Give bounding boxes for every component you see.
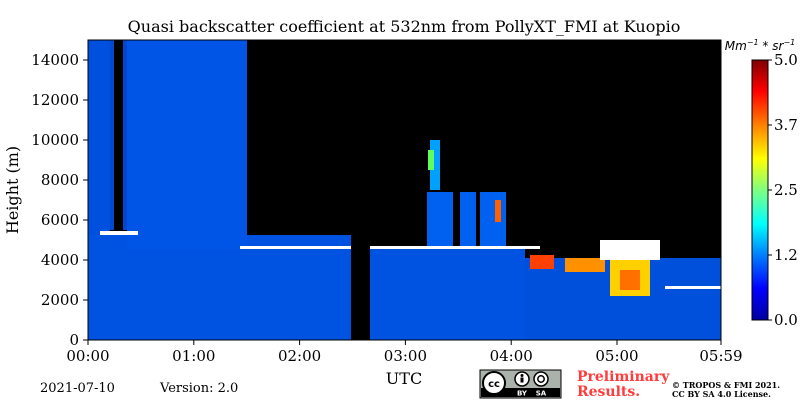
x-tick-label: 02:00: [278, 347, 321, 365]
colorbar-tick-label: 2.5: [774, 181, 798, 199]
y-tick-label: 0: [69, 331, 79, 349]
colorbar-tick-label: 3.7: [774, 116, 798, 134]
license-by-text: BY: [517, 390, 528, 398]
svg-text:cc: cc: [488, 379, 500, 390]
colorbar-tick-label: 0.0: [774, 311, 798, 329]
x-tick-label: 00:00: [66, 347, 109, 365]
heatmap-cell: [665, 286, 721, 289]
heatmap-cell: [460, 192, 476, 246]
y-tick-label: 14000: [31, 51, 79, 69]
heatmap-cell: [110, 40, 114, 230]
chart-title: Quasi backscatter coefficient at 532nm f…: [128, 17, 681, 36]
version-label: Version: 2.0: [159, 381, 238, 396]
heatmap-cell: [430, 140, 440, 190]
x-tick-label: 05:00: [595, 347, 638, 365]
heatmap-cell: [370, 248, 525, 340]
plot-frame: [87, 39, 722, 341]
heatmap-cell: [127, 40, 247, 235]
y-axis: 0 2000 4000 6000 8000 10000 12000 14000: [31, 51, 88, 349]
heatmap-cell: [480, 192, 506, 246]
copyright-line-1: © TROPOS & FMI 2021.: [672, 380, 780, 390]
heatmap-layer: [88, 40, 721, 340]
heatmap-cell: [620, 270, 640, 290]
x-tick-label: 04:00: [490, 347, 533, 365]
license-sa-text: SA: [536, 390, 547, 398]
heatmap-cell: [530, 255, 554, 269]
heatmap-cell: [123, 40, 127, 230]
x-tick-label: 03:00: [384, 347, 427, 365]
x-tick-label: 01:00: [172, 347, 215, 365]
colorbar-tick-label: 5.0: [774, 51, 798, 69]
cc-license-badge: cc BY SA: [479, 369, 562, 399]
heatmap-cell: [100, 231, 138, 235]
plot-area: [88, 40, 721, 340]
copyright-line-2: CC BY SA 4.0 License.: [672, 389, 771, 399]
colorbar-tick-label: 1.2: [774, 246, 798, 264]
heatmap-cell: [428, 150, 434, 170]
heatmap-cell: [495, 200, 501, 222]
colorbar: Mm−1 * sr−1 0.0 1.2 2.5 3.7 5.0: [725, 38, 798, 329]
preliminary-line-1: Preliminary: [577, 369, 670, 385]
x-axis-label: UTC: [386, 369, 422, 388]
colorbar-ticks: 0.0 1.2 2.5 3.7 5.0: [768, 51, 798, 329]
y-tick-label: 10000: [31, 131, 79, 149]
preliminary-line-2: Results.: [577, 384, 640, 400]
heatmap-cell: [565, 258, 605, 272]
y-axis-label: Height (m): [3, 146, 22, 234]
y-tick-label: 2000: [41, 291, 79, 309]
y-tick-label: 12000: [31, 91, 79, 109]
heatmap-cell: [370, 246, 540, 249]
heatmap-cell: [600, 240, 660, 260]
heatmap-cell: [240, 246, 351, 249]
y-tick-label: 8000: [41, 171, 79, 189]
heatmap-cell: [88, 40, 110, 235]
colorbar-unit-label: Mm−1 * sr−1: [725, 38, 795, 53]
y-tick-label: 4000: [41, 251, 79, 269]
heatmap-cell: [127, 235, 247, 249]
x-axis: 00:00 01:00 02:00 03:00 04:00 05:00 05:59: [66, 340, 743, 365]
colorbar-gradient: [751, 59, 769, 321]
heatmap-cell: [247, 248, 351, 340]
sa-icon: [533, 371, 549, 387]
date-label: 2021-07-10: [40, 381, 115, 396]
heatmap-cell: [427, 192, 453, 246]
data-gap: [351, 40, 370, 340]
footer: 2021-07-10 Version: 2.0 cc BY SA Prelimi…: [40, 369, 780, 400]
y-tick-label: 6000: [41, 211, 79, 229]
cc-icon: [482, 371, 506, 395]
x-tick-label: 05:59: [699, 347, 742, 365]
